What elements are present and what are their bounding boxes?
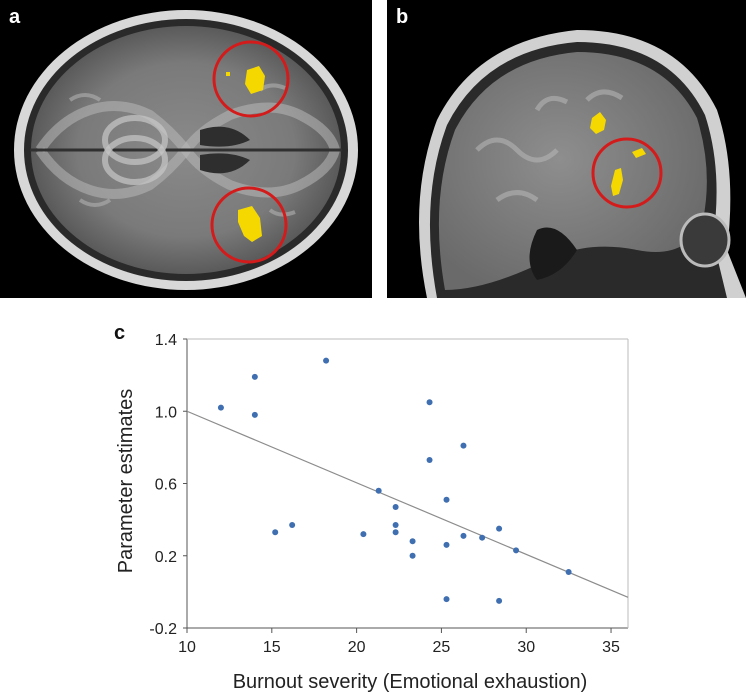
panel-label-b: b xyxy=(396,6,409,28)
data-point xyxy=(496,597,503,604)
data-point xyxy=(251,373,258,380)
data-point xyxy=(513,547,520,554)
highlight-circle-lower xyxy=(210,186,288,264)
data-point xyxy=(360,531,367,538)
y-tick-label: 1.0 xyxy=(155,404,177,421)
data-point xyxy=(409,538,416,545)
data-point xyxy=(443,596,450,603)
data-point xyxy=(392,503,399,510)
sagittal-brain-drawing xyxy=(419,30,746,298)
y-tick-label: 1.4 xyxy=(155,332,177,349)
sagittal-brain-image: b xyxy=(387,0,746,298)
data-points xyxy=(217,357,572,604)
x-tick-label: 30 xyxy=(517,639,535,656)
x-tick-label: 35 xyxy=(602,639,620,656)
activation-cluster-upper xyxy=(590,112,606,134)
trend-line xyxy=(186,410,629,598)
data-point xyxy=(443,496,450,503)
data-point xyxy=(426,457,433,464)
data-point xyxy=(392,522,399,529)
highlight-circle-upper xyxy=(212,40,290,118)
data-point xyxy=(409,552,416,559)
data-point xyxy=(375,487,382,494)
data-point xyxy=(251,411,258,418)
brain-tissue xyxy=(438,52,707,290)
y-axis-label: Parameter estimates xyxy=(115,389,137,574)
data-point xyxy=(479,534,486,541)
data-point xyxy=(392,529,399,536)
highlight-circle xyxy=(591,137,663,209)
panel-label-c: c xyxy=(114,322,126,344)
data-point xyxy=(443,541,450,548)
data-point xyxy=(460,442,467,449)
data-point xyxy=(565,569,572,576)
data-point xyxy=(217,404,224,411)
x-axis-label: Burnout severity (Emotional exhaustion) xyxy=(233,671,588,693)
data-point xyxy=(272,529,279,536)
y-tick-label: -0.2 xyxy=(149,621,177,638)
activation-cluster-lower xyxy=(238,206,262,242)
trend-line-group xyxy=(186,410,629,598)
y-tick-label: 0.6 xyxy=(155,477,177,494)
x-tick-label: 20 xyxy=(348,639,366,656)
activation-cluster-upper xyxy=(245,66,265,94)
data-point xyxy=(460,532,467,539)
x-tick-label: 15 xyxy=(263,639,281,656)
x-tick-label: 10 xyxy=(178,639,196,656)
activation-cluster-lower xyxy=(611,168,623,196)
axial-brain-drawing xyxy=(14,10,358,290)
data-point xyxy=(289,522,296,529)
chart-axes: -0.2 0.2 0.6 1.0 1.4 10 15 20 25 30 35 xyxy=(149,332,629,656)
y-tick-label: 0.2 xyxy=(155,549,177,566)
scatter-chart: -0.2 0.2 0.6 1.0 1.4 10 15 20 25 30 35 Parameter e… xyxy=(115,332,629,693)
panel-label-a: a xyxy=(9,6,21,28)
axial-brain-image: a xyxy=(0,0,372,298)
data-point xyxy=(323,357,330,364)
data-point xyxy=(426,399,433,406)
data-point xyxy=(496,525,503,532)
x-tick-label: 25 xyxy=(433,639,451,656)
